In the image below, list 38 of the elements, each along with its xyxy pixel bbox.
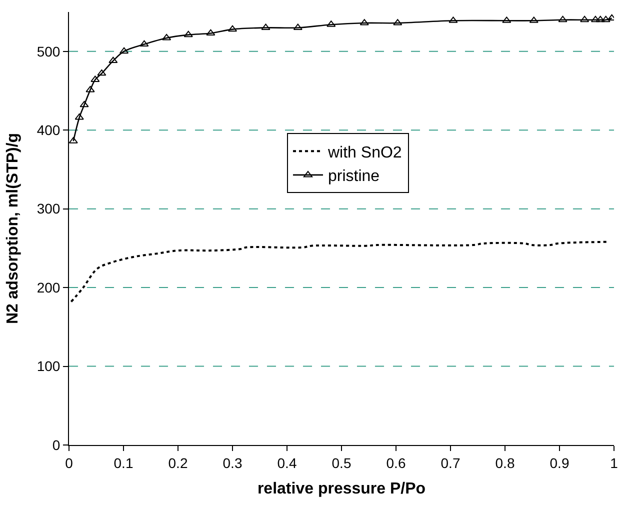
x-tick-label: 0.9 bbox=[550, 454, 570, 471]
x-tick-label: 0.8 bbox=[495, 454, 515, 471]
x-tick-label: 0 bbox=[65, 454, 74, 471]
x-tick-label: 0.2 bbox=[168, 454, 188, 471]
y-tick-label: 200 bbox=[36, 279, 60, 296]
x-tick-label: 0.6 bbox=[386, 454, 406, 471]
x-tick-label: 1 bbox=[610, 454, 618, 471]
x-tick-label: 0.5 bbox=[332, 454, 352, 471]
point bbox=[74, 113, 84, 120]
point bbox=[108, 56, 118, 64]
point bbox=[558, 16, 568, 22]
y-axis-title: N2 adsorption, ml(STP)/g bbox=[4, 132, 22, 324]
y-tick-label: 300 bbox=[36, 200, 60, 217]
point bbox=[184, 30, 193, 38]
point bbox=[228, 25, 238, 32]
legend-label: with SnO2 bbox=[327, 144, 402, 162]
point bbox=[97, 69, 106, 76]
x-tick-label: 0.4 bbox=[277, 454, 297, 471]
x-tick-label: 0.1 bbox=[114, 454, 134, 471]
point bbox=[580, 16, 590, 22]
point bbox=[601, 16, 610, 22]
y-tick-label: 400 bbox=[36, 122, 60, 138]
y-tick-label: 100 bbox=[36, 358, 60, 374]
point bbox=[80, 100, 89, 108]
point bbox=[206, 29, 216, 36]
y-tick-label: 0 bbox=[52, 436, 60, 453]
x-axis-title: relative pressure P/Po bbox=[257, 480, 426, 498]
x-tick-label: 0.7 bbox=[440, 454, 460, 471]
legend-label: pristine bbox=[328, 168, 380, 186]
x-tick-label: 0.3 bbox=[222, 454, 242, 471]
point bbox=[140, 40, 149, 47]
point bbox=[162, 34, 172, 40]
point bbox=[590, 16, 600, 22]
point bbox=[69, 137, 78, 144]
y-tick-label: 500 bbox=[36, 43, 60, 60]
point bbox=[596, 16, 605, 22]
point bbox=[120, 47, 129, 54]
point bbox=[86, 86, 95, 92]
